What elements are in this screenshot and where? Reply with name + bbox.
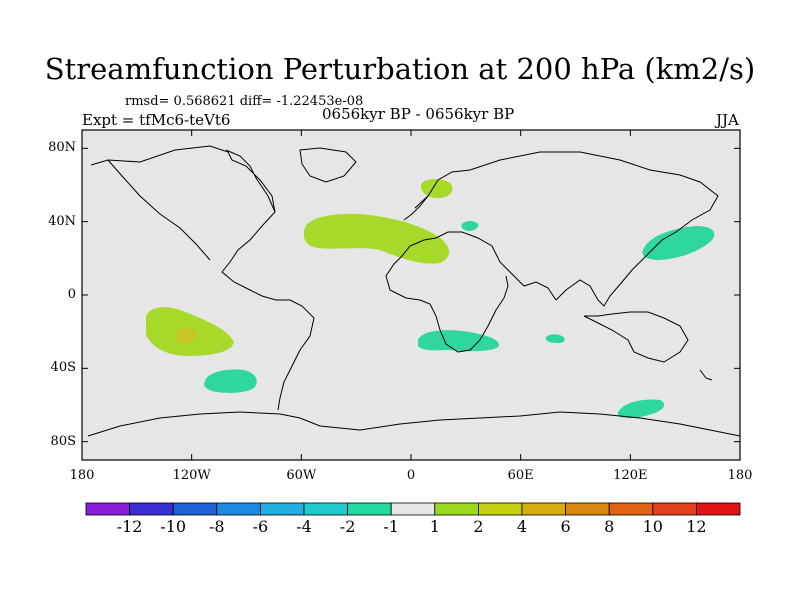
rmsd-text: rmsd= 0.568621 diff= -1.22453e-08 [125,94,364,109]
colorbar-tick-label: 8 [604,517,615,536]
colorbar-box [259,502,305,516]
colorbar-box [303,502,348,516]
x-tick-label: 120E [613,468,648,483]
coastline-2 [107,159,211,261]
colorbar-box [129,502,174,516]
colorbar-tick-label: 2 [473,517,484,536]
coastline-9 [503,275,509,299]
coastline-4 [299,147,357,183]
y-tick-label: 80N [48,140,76,156]
colorbar-box [565,502,610,516]
coastline-8 [385,245,505,353]
colorbar-box [216,502,261,516]
region-northwest-pacific-negative [642,226,715,260]
coastline-0 [90,145,276,297]
period-label: 0656kyr BP - 0656kyr BP [322,105,515,123]
colorbar-box [477,502,523,516]
colorbar-box [390,502,436,516]
coastline-3 [225,149,276,213]
coastline-12 [699,369,713,381]
colorbar-tick-label: 4 [516,517,528,536]
coastline-6 [555,261,641,307]
colorbar-box [608,502,654,516]
region-scandinavia-positive [420,179,453,198]
experiment-label: Expt = tfMc6-teVt6 [82,111,231,129]
x-tick-label: 60E [507,468,534,483]
colorbar-box [434,502,479,516]
colorbar-tick-label: -12 [116,517,143,536]
y-tick-label: 40S [50,360,76,376]
colorbar-tick-label: 6 [560,517,571,536]
coastline-11 [583,311,689,363]
x-tick-label: 180 [727,468,753,483]
coastline-1 [261,295,315,411]
colorbar-tick-label: -4 [296,517,312,536]
x-tick-label: 0 [406,468,416,483]
coastline-7 [409,231,557,301]
y-tick-label: 40N [48,213,76,229]
colorbar-tick-label: -8 [209,517,225,536]
x-tick-label: 60W [286,468,317,483]
colorbar-box [696,502,741,516]
region-southern-ocean-negative [618,399,665,419]
coastline-5 [414,151,719,263]
coastline-10 [403,195,429,221]
region-indian-ocean-negative [545,334,565,343]
x-tick-label: 180 [69,468,95,483]
region-southeast-pacific-negative [204,369,257,393]
colorbar-box [85,502,130,516]
colorbar-box [521,502,566,516]
colorbar-box [652,502,697,516]
region-south-africa-negative [418,330,500,352]
colorbar-tick-label: 12 [686,517,707,536]
x-tick-label: 120W [172,468,211,483]
season-label: JJA [716,111,739,129]
colorbar-tick-label: -1 [383,517,399,536]
colorbar-tick-label: 1 [429,517,440,536]
y-tick-label: 80S [50,433,76,449]
region-south-pacific-core [175,328,197,344]
y-tick-label: 0 [67,287,76,302]
region-north-atlantic-positive [303,213,449,264]
chart-title: Streamfunction Perturbation at 200 hPa (… [44,52,756,86]
colorbar-tick-label: -2 [339,517,356,536]
colorbar-tick-label: -6 [252,517,269,536]
coastline-13 [87,411,741,437]
colorbar-tick-label: -10 [160,517,187,536]
colorbar-tick-label: 10 [642,517,663,536]
region-black-sea-negative [461,221,479,231]
colorbar-box [347,502,392,516]
colorbar-box [172,502,218,516]
